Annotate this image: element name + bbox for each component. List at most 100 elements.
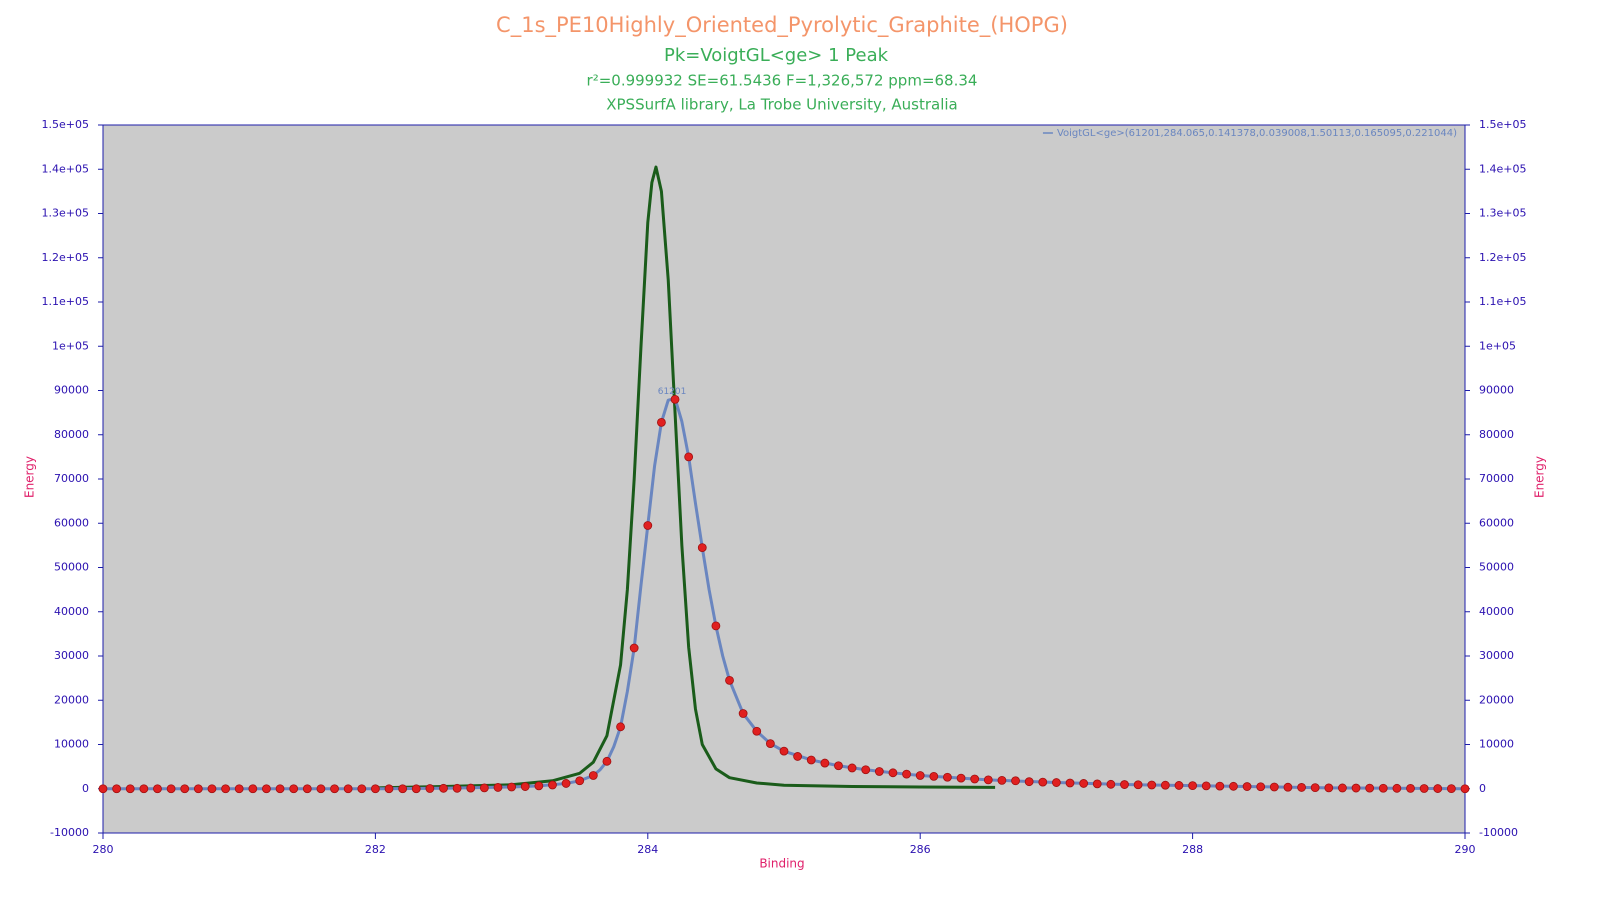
data-point bbox=[357, 784, 367, 794]
chart-subtitle: Pk=VoigtGL<ge> 1 Peak bbox=[664, 45, 889, 66]
data-point bbox=[1433, 784, 1443, 793]
y-tick-label: 80000 bbox=[54, 428, 89, 441]
y-tick-label: 1.1e+05 bbox=[42, 295, 89, 308]
data-point bbox=[752, 726, 762, 736]
data-point bbox=[575, 776, 585, 786]
data-point bbox=[384, 784, 394, 794]
plot-area bbox=[102, 124, 1466, 834]
y2-tick-label: 70000 bbox=[1479, 472, 1514, 485]
data-point bbox=[479, 783, 489, 793]
data-point bbox=[275, 784, 285, 794]
y2-tick-label: 30000 bbox=[1479, 649, 1514, 662]
data-point bbox=[98, 784, 108, 794]
data-point bbox=[725, 675, 734, 685]
y2-tick-label: 10000 bbox=[1479, 738, 1514, 751]
data-point bbox=[711, 621, 721, 631]
chart-title: C_1s_PE10Highly_Oriented_Pyrolytic_Graph… bbox=[496, 13, 1068, 38]
y-tick-label: -10000 bbox=[50, 826, 89, 839]
data-point bbox=[166, 784, 176, 794]
data-point bbox=[983, 775, 993, 785]
y2-tick-label: 1.4e+05 bbox=[1479, 162, 1526, 175]
data-point bbox=[1310, 783, 1320, 793]
data-point bbox=[765, 739, 775, 749]
data-point bbox=[1188, 781, 1197, 791]
data-point bbox=[1406, 783, 1415, 793]
data-point bbox=[793, 752, 803, 761]
data-point bbox=[1160, 780, 1170, 790]
data-point bbox=[125, 784, 135, 794]
data-point bbox=[738, 709, 748, 718]
y2-tick-label: 50000 bbox=[1479, 561, 1514, 574]
data-point bbox=[1283, 782, 1293, 792]
data-point bbox=[1065, 778, 1075, 788]
data-point bbox=[970, 774, 980, 784]
data-point bbox=[684, 452, 694, 462]
data-point bbox=[234, 784, 244, 794]
y-tick-label: 20000 bbox=[54, 693, 89, 706]
data-point bbox=[1229, 781, 1238, 791]
x-tick-label: 286 bbox=[910, 843, 931, 856]
data-point bbox=[153, 784, 162, 794]
data-point bbox=[1419, 784, 1429, 793]
x-tick-label: 282 bbox=[365, 843, 386, 856]
data-point bbox=[1392, 783, 1402, 793]
data-point bbox=[657, 417, 666, 427]
data-point bbox=[1324, 783, 1334, 793]
source-note: XPSSurfA library, La Trobe University, A… bbox=[606, 96, 958, 114]
y-tick-label: 50000 bbox=[54, 561, 89, 574]
data-point bbox=[452, 783, 462, 793]
data-point bbox=[915, 771, 925, 780]
data-point bbox=[670, 394, 680, 404]
y2-tick-label: 40000 bbox=[1479, 605, 1514, 618]
data-point bbox=[1106, 779, 1116, 789]
data-point bbox=[1133, 780, 1143, 790]
y2-tick-label: 1.3e+05 bbox=[1479, 207, 1526, 220]
data-point bbox=[643, 521, 653, 530]
data-point bbox=[1338, 783, 1347, 793]
data-point bbox=[262, 784, 271, 794]
data-point bbox=[248, 784, 258, 794]
data-point bbox=[507, 782, 517, 792]
data-point bbox=[779, 746, 789, 756]
y-tick-label: 60000 bbox=[54, 516, 89, 529]
y2-tick-label: 60000 bbox=[1479, 516, 1514, 529]
data-point bbox=[1460, 784, 1470, 794]
y2-tick-label: 1.2e+05 bbox=[1479, 251, 1526, 264]
y-tick-label: 0 bbox=[82, 782, 89, 795]
data-point bbox=[493, 783, 503, 792]
y-axis-label: Energy bbox=[23, 456, 37, 498]
data-point bbox=[1351, 783, 1361, 793]
legend-label: VoigtGL<ge>(61201,284.065,0.141378,0.039… bbox=[1057, 128, 1457, 139]
x-axis-label: Binding bbox=[759, 857, 804, 871]
data-point bbox=[588, 771, 598, 780]
data-point bbox=[1079, 779, 1089, 788]
data-point bbox=[112, 784, 122, 794]
y-tick-label: 40000 bbox=[54, 605, 89, 618]
data-point bbox=[697, 543, 707, 552]
data-point bbox=[616, 722, 625, 732]
y2-tick-label: 90000 bbox=[1479, 384, 1514, 397]
y-tick-label: 1.2e+05 bbox=[42, 251, 89, 264]
data-point bbox=[139, 784, 149, 794]
data-point bbox=[343, 784, 353, 794]
data-point bbox=[1174, 781, 1184, 790]
data-point bbox=[929, 771, 939, 781]
y2-tick-label: 1e+05 bbox=[1479, 339, 1516, 352]
data-point bbox=[1120, 780, 1129, 789]
fit-stats: r²=0.999932 SE=61.5436 F=1,326,572 ppm=6… bbox=[587, 72, 978, 90]
data-point bbox=[1092, 779, 1102, 789]
data-point bbox=[602, 756, 612, 766]
data-point bbox=[1011, 776, 1020, 786]
data-point bbox=[1024, 777, 1034, 787]
y2-tick-label: 80000 bbox=[1479, 428, 1514, 441]
data-point bbox=[548, 780, 557, 790]
y2-tick-label: 20000 bbox=[1479, 693, 1514, 706]
x-tick-label: 280 bbox=[93, 843, 114, 856]
data-point bbox=[956, 773, 966, 783]
x-tick-label: 288 bbox=[1182, 843, 1203, 856]
data-point bbox=[1378, 783, 1388, 793]
data-point bbox=[1269, 782, 1279, 792]
data-point bbox=[207, 784, 217, 794]
data-point bbox=[1038, 777, 1048, 787]
